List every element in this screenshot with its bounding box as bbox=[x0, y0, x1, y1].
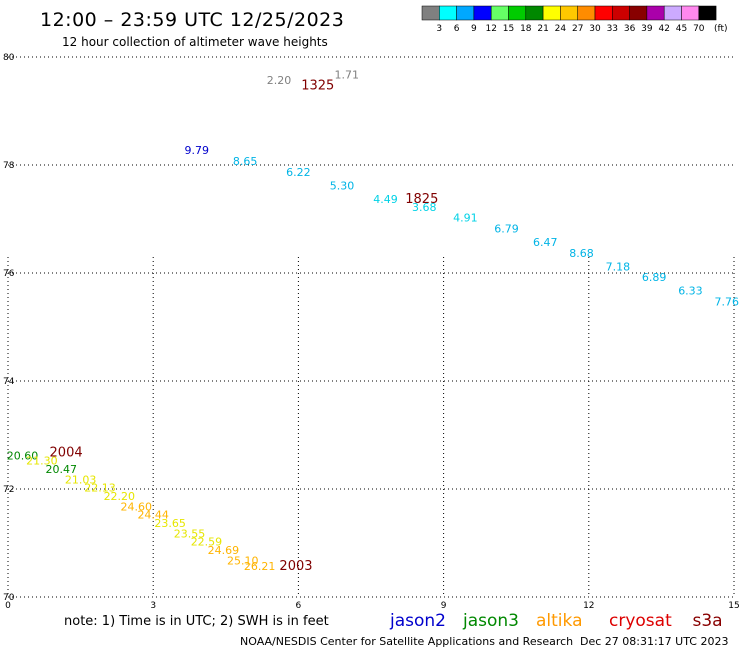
swh-value-label: 24.69 bbox=[208, 544, 240, 557]
wave-height-points: 2.20 1.71 9.79 8.65 6.22 5.30 4.49 3.68 4.91 6.79… bbox=[7, 69, 739, 573]
legend-swatch bbox=[560, 5, 578, 21]
y-tick-label: 70 bbox=[3, 593, 15, 603]
swh-value-label: 8.68 bbox=[569, 247, 594, 260]
swh-value-label: 7.76 bbox=[714, 295, 739, 308]
satellite-label: s3a bbox=[693, 611, 723, 631]
swh-value-label: 1.71 bbox=[335, 69, 360, 82]
y-tick-label: 72 bbox=[3, 485, 14, 495]
footer-credit: NOAA/NESDIS Center for Satellite Applica… bbox=[240, 635, 573, 648]
legend-label: 15 bbox=[503, 24, 514, 34]
legend-swatch bbox=[490, 5, 509, 21]
swh-value-label: 2.20 bbox=[267, 74, 292, 87]
legend-swatch bbox=[698, 5, 717, 21]
satellite-legend: jason2 jason3 altika cryosat s3a bbox=[389, 611, 723, 631]
swh-value-label: 6.33 bbox=[678, 285, 703, 298]
swh-value-label: 22.59 bbox=[191, 536, 223, 549]
y-tick-label: 76 bbox=[3, 269, 15, 279]
x-tick-label: 9 bbox=[441, 601, 447, 611]
y-tick-label: 78 bbox=[3, 161, 15, 171]
legend-swatch bbox=[439, 5, 457, 21]
swh-value-label: 7.18 bbox=[606, 260, 631, 273]
y-tick-label: 80 bbox=[3, 53, 15, 63]
legend-label: 3 bbox=[436, 24, 442, 34]
swh-value-label: 20.60 bbox=[7, 449, 39, 462]
swh-value-label: 6.47 bbox=[533, 236, 558, 249]
legend-label: 18 bbox=[520, 24, 532, 34]
swh-value-label: 20.47 bbox=[45, 463, 77, 476]
satellite-label: jason3 bbox=[462, 611, 519, 631]
satellite-label: altika bbox=[536, 611, 583, 631]
swh-value-label: 21.30 bbox=[26, 455, 58, 468]
legend-label: 24 bbox=[555, 24, 567, 34]
x-tick-label: 3 bbox=[150, 601, 156, 611]
swh-value-label: 22.13 bbox=[84, 482, 116, 495]
chart-title: 12:00 – 23:59 UTC 12/25/2023 bbox=[40, 9, 344, 31]
legend-swatch bbox=[456, 5, 475, 21]
swh-value-label: 4.49 bbox=[373, 193, 398, 206]
legend-label: 39 bbox=[641, 24, 653, 34]
swh-value-label: 25.10 bbox=[227, 555, 259, 568]
x-tick-label: 12 bbox=[583, 601, 594, 611]
legend-swatch bbox=[508, 5, 527, 21]
swh-value-label: 23.65 bbox=[154, 517, 186, 530]
pass-time-labels: 1325 1825 2004 2003 bbox=[50, 78, 439, 574]
plot-gridlines bbox=[7, 56, 735, 598]
chart-subtitle: 12 hour collection of altimeter wave hei… bbox=[62, 35, 328, 49]
footer-timestamp: Dec 27 08:31:17 UTC 2023 bbox=[580, 635, 728, 648]
swh-value-label: 24.44 bbox=[137, 509, 169, 522]
legend-swatch bbox=[525, 5, 544, 21]
legend-swatch bbox=[473, 5, 492, 21]
satellite-label: cryosat bbox=[609, 611, 672, 631]
legend-unit: (ft) bbox=[714, 24, 728, 34]
swh-value-label: 5.30 bbox=[330, 179, 355, 192]
legend-swatch bbox=[646, 5, 665, 21]
satellite-label: jason2 bbox=[389, 611, 446, 631]
swh-value-label: 3.68 bbox=[412, 201, 437, 214]
footer-note: note: 1) Time is in UTC; 2) SWH is in fe… bbox=[64, 614, 329, 629]
swh-value-label: 8.65 bbox=[233, 155, 258, 168]
pass-time-label: 1825 bbox=[405, 192, 438, 207]
swh-value-label: 26.21 bbox=[244, 560, 276, 573]
legend-label: 36 bbox=[624, 24, 636, 34]
pass-time-label: 2004 bbox=[50, 446, 83, 461]
legend-swatch bbox=[663, 5, 682, 21]
legend-swatch bbox=[421, 5, 440, 21]
swh-value-label: 21.03 bbox=[65, 474, 97, 487]
legend-label: 33 bbox=[607, 24, 618, 34]
legend-swatch bbox=[629, 5, 648, 21]
x-tick-label: 0 bbox=[5, 601, 11, 611]
legend-label: 70 bbox=[693, 24, 705, 34]
legend-label: 12 bbox=[485, 24, 496, 34]
swh-value-label: 6.89 bbox=[642, 271, 667, 284]
legend-swatch bbox=[542, 5, 561, 21]
swh-value-label: 24.60 bbox=[121, 501, 153, 514]
legend-swatch bbox=[577, 5, 596, 21]
legend-label: 42 bbox=[658, 24, 669, 34]
x-tick-label: 15 bbox=[728, 601, 739, 611]
legend-label: 9 bbox=[471, 24, 477, 34]
legend-swatch bbox=[681, 5, 700, 21]
swh-value-label: 23.55 bbox=[174, 528, 206, 541]
y-tick-label: 74 bbox=[3, 377, 15, 387]
swh-value-label: 9.79 bbox=[185, 144, 210, 157]
x-tick-label: 6 bbox=[296, 601, 302, 611]
swh-value-label: 22.20 bbox=[104, 490, 136, 503]
axis-tick-labels: 0 3 6 9 12 15 70 72 74 76 78 80 bbox=[3, 53, 740, 611]
legend-label: 27 bbox=[572, 24, 583, 34]
pass-time-label: 2003 bbox=[279, 559, 312, 574]
swh-value-label: 4.91 bbox=[453, 212, 478, 225]
swh-value-label: 6.22 bbox=[286, 166, 311, 179]
color-scale-legend: 3 6 9 12 15 18 21 24 27 30 33 36 39 42 45 70 bbox=[421, 5, 717, 34]
swh-value-label: 6.79 bbox=[494, 223, 519, 236]
legend-label: 6 bbox=[454, 24, 460, 34]
legend-swatch bbox=[594, 5, 613, 21]
legend-label: 45 bbox=[676, 24, 687, 34]
legend-swatch bbox=[612, 5, 630, 21]
pass-time-label: 1325 bbox=[301, 78, 334, 93]
legend-label: 30 bbox=[589, 24, 601, 34]
legend-label: 21 bbox=[537, 24, 548, 34]
